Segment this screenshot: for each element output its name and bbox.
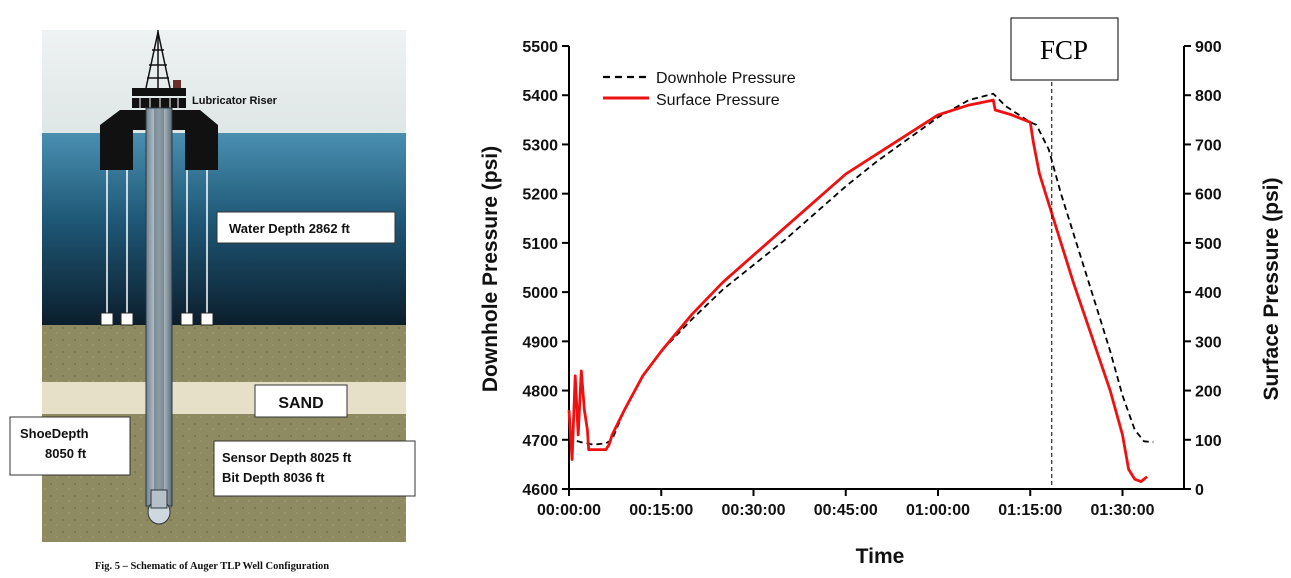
x-tick-label: 01:30:00 bbox=[1090, 502, 1154, 519]
downhole-pressure-line bbox=[568, 92, 1154, 446]
y-tick-label: 5000 bbox=[522, 285, 558, 302]
sand-layer bbox=[42, 382, 406, 414]
bit-depth-label: Bit Depth 8036 ft bbox=[222, 470, 325, 485]
y2-tick-label: 800 bbox=[1195, 88, 1222, 105]
y-tick-label: 4900 bbox=[522, 334, 558, 351]
fcp-label: FCP bbox=[1040, 35, 1088, 65]
platform-hull bbox=[100, 110, 218, 170]
sky bbox=[42, 30, 406, 135]
y2-tick-label: 0 bbox=[1195, 482, 1204, 499]
legend-downhole-label: Downhole Pressure bbox=[656, 70, 796, 87]
water-depth-box bbox=[216, 211, 396, 244]
derrick-cab-icon bbox=[173, 80, 181, 88]
y-tick-label: 5500 bbox=[522, 39, 558, 56]
x-tick-label: 01:00:00 bbox=[906, 502, 970, 519]
y2-tick-label: 100 bbox=[1195, 433, 1222, 450]
y2-tick-label: 200 bbox=[1195, 384, 1222, 401]
derrick-icon bbox=[145, 30, 171, 89]
x-tick-label: 00:30:00 bbox=[721, 502, 785, 519]
y-axis-label: Downhole Pressure (psi) bbox=[479, 146, 502, 392]
y-tick-label: 5100 bbox=[522, 236, 558, 253]
x-axis-label: Time bbox=[856, 545, 905, 568]
y-tick-label: 4700 bbox=[522, 433, 558, 450]
fcp-label-box bbox=[1010, 17, 1119, 81]
y2-tick-label: 400 bbox=[1195, 285, 1222, 302]
platform-deck bbox=[132, 88, 186, 96]
sensor-depth-box bbox=[213, 440, 416, 497]
legend: Downhole Pressure Surface Pressure bbox=[603, 70, 796, 109]
shoe-depth-box bbox=[9, 416, 131, 476]
y2-tick-label: 700 bbox=[1195, 137, 1222, 154]
well-schematic: Lubricator Riser Water Depth 2862 ft SAN… bbox=[9, 30, 416, 572]
sand-label: SAND bbox=[278, 395, 323, 412]
shoe-depth-label: ShoeDepth bbox=[20, 426, 89, 441]
y-tick-label: 5400 bbox=[522, 88, 558, 105]
x-tick-label: 00:00:00 bbox=[537, 502, 601, 519]
y2-tick-label: 300 bbox=[1195, 334, 1222, 351]
shoe-depth-value: 8050 ft bbox=[45, 446, 87, 461]
sand-box bbox=[254, 384, 348, 418]
x-tick-label: 01:15:00 bbox=[998, 502, 1062, 519]
y-tick-label: 5200 bbox=[522, 187, 558, 204]
figure-caption: Fig. 5 – Schematic of Auger TLP Well Con… bbox=[95, 561, 329, 572]
y2-tick-label: 600 bbox=[1195, 187, 1222, 204]
casing-inner bbox=[154, 108, 164, 506]
x-tick-label: 00:45:00 bbox=[814, 502, 878, 519]
y2-tick-label: 900 bbox=[1195, 39, 1222, 56]
x-tick-label: 00:15:00 bbox=[629, 502, 693, 519]
lubricator-riser-label: Lubricator Riser bbox=[192, 95, 278, 107]
y-tick-label: 4600 bbox=[522, 482, 558, 499]
bit-collar bbox=[150, 489, 168, 509]
water-depth-label: Water Depth 2862 ft bbox=[229, 221, 351, 236]
platform-deck-lower bbox=[132, 98, 186, 108]
surface-pressure-line bbox=[567, 98, 1148, 484]
y2-tick-label: 500 bbox=[1195, 236, 1222, 253]
tendons bbox=[106, 170, 208, 313]
legend-surface-label: Surface Pressure bbox=[656, 92, 780, 109]
tendon-anchors bbox=[100, 312, 214, 326]
y-tick-label: 4800 bbox=[522, 384, 558, 401]
pressure-chart: 4600470048004900500051005200530054005500… bbox=[479, 17, 1283, 568]
y-tick-label: 5300 bbox=[522, 137, 558, 154]
sensor-depth-label: Sensor Depth 8025 ft bbox=[222, 450, 352, 465]
y2-axis-label: Surface Pressure (psi) bbox=[1260, 178, 1283, 401]
sediment-texture bbox=[42, 325, 406, 382]
